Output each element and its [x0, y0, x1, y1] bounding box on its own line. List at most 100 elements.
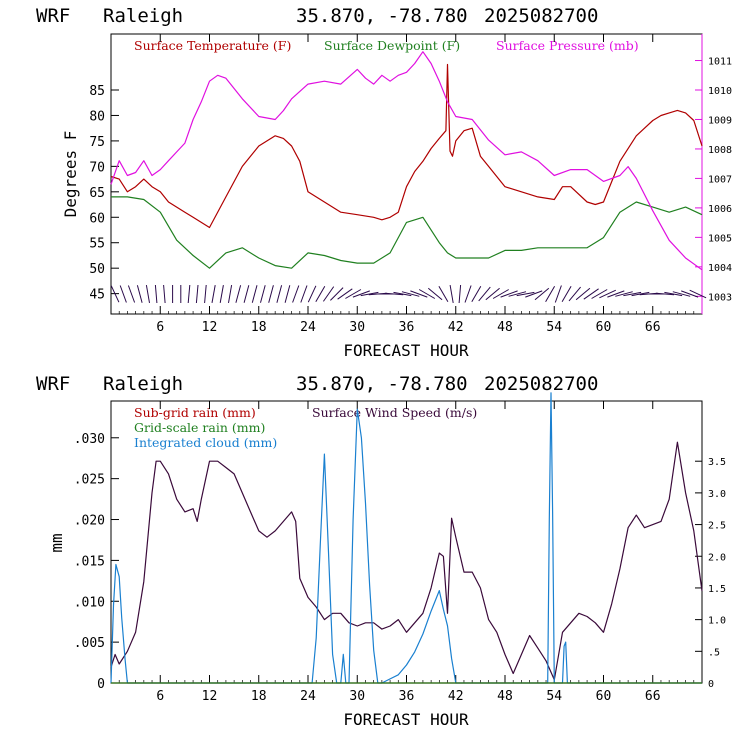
- y-tick-label: 45: [89, 288, 105, 303]
- y-right-tick-label: 1007: [708, 174, 732, 185]
- wind-barb: [492, 289, 509, 299]
- y-right-tick-label: 1011: [708, 57, 732, 68]
- y-right-tick-label: 1006: [708, 204, 732, 215]
- wind-barb: [385, 292, 404, 296]
- x-tick-label: 12: [202, 689, 218, 704]
- series-line-surface-pressure: [110, 51, 703, 271]
- wind-barb: [337, 288, 353, 300]
- y-tick-label: 70: [89, 160, 105, 175]
- wind-barb: [672, 291, 691, 297]
- y-right-tick-label: 1.5: [708, 584, 726, 595]
- top-header-model: WRF: [36, 5, 70, 27]
- y-right-tick-label: 3.0: [708, 489, 726, 500]
- wind-barb: [545, 285, 556, 303]
- wind-barb: [307, 285, 317, 303]
- top-header-init: 2025082700: [484, 5, 598, 27]
- top-axes: 6 12 18 24 30 36 42 48 54 60 66 45 50 55 60 65 70 75 80 85 1…: [89, 34, 732, 335]
- top-header-coords: 35.870, -78.780: [296, 5, 468, 27]
- x-tick-label: 42: [448, 689, 464, 704]
- x-tick-label: 12: [202, 320, 218, 335]
- wind-barb: [300, 285, 308, 303]
- y-right-tick-label: 1008: [708, 145, 732, 156]
- wind-barb: [228, 285, 233, 303]
- y-tick-label: 85: [89, 84, 105, 99]
- wind-barb: [235, 285, 242, 303]
- x-tick-label: 60: [596, 689, 612, 704]
- bottom-header-model: WRF: [36, 373, 70, 395]
- y-tick-label: .010: [74, 595, 105, 610]
- y-tick-label: 50: [89, 262, 105, 277]
- x-tick-label: 66: [645, 689, 661, 704]
- wind-barb: [478, 286, 491, 302]
- top-plot-frame: [110, 33, 703, 315]
- x-tick-label: 6: [156, 320, 164, 335]
- y-tick-label: 80: [89, 109, 105, 124]
- y-tick-label: .025: [74, 473, 105, 488]
- y-right-tick-label: 1009: [708, 115, 732, 126]
- x-tick-label: 60: [596, 320, 612, 335]
- x-tick-label: 36: [399, 320, 415, 335]
- y-tick-label: .005: [74, 636, 105, 651]
- top-x-axis-label: FORECAST HOUR: [343, 341, 469, 360]
- y-right-tick-label: 3.5: [708, 457, 726, 468]
- wind-barb: [664, 291, 683, 297]
- x-tick-label: 36: [399, 689, 415, 704]
- wind-barb: [410, 290, 428, 298]
- legend-surface-temperature: Surface Temperature (F): [134, 38, 291, 53]
- wind-barb: [485, 287, 500, 301]
- wind-barb: [508, 291, 527, 297]
- wind-barb: [438, 285, 449, 303]
- y-tick-label: 55: [89, 237, 105, 252]
- wind-barb: [516, 291, 535, 297]
- bottom-axes: 6 12 18 24 30 36 42 48 54 60 66 0 .005 .010 .015 .020 .0…: [74, 401, 726, 704]
- wind-barb: [292, 285, 300, 303]
- x-tick-label: 6: [156, 689, 164, 704]
- wind-barb: [136, 285, 143, 303]
- x-tick-label: 48: [497, 320, 513, 335]
- x-tick-label: 54: [546, 689, 562, 704]
- wind-barb: [607, 290, 625, 298]
- y-right-tick-label: 1005: [708, 233, 732, 244]
- x-tick-label: 24: [300, 689, 316, 704]
- legend-surface-dewpoint: Surface Dewpoint (F): [324, 38, 460, 53]
- wind-barb: [568, 286, 581, 302]
- x-tick-label: 18: [251, 689, 267, 704]
- wind-barb: [352, 290, 370, 298]
- wind-barb: [500, 290, 518, 298]
- wind-barb: [119, 285, 127, 303]
- legend-subgrid-rain: Sub-grid rain (mm): [134, 405, 256, 420]
- wind-barb: [623, 291, 642, 297]
- y-right-tick-label: 1010: [708, 86, 732, 97]
- y-tick-label: .030: [74, 432, 105, 447]
- wind-barb: [360, 291, 379, 297]
- x-tick-label: 24: [300, 320, 316, 335]
- wind-barb: [393, 291, 412, 297]
- wind-barb: [471, 285, 482, 303]
- wind-barb: [418, 289, 436, 299]
- wind-barb: [276, 285, 283, 303]
- wind-barb: [681, 290, 699, 298]
- wind-barb: [561, 285, 572, 303]
- wind-barb: [260, 285, 266, 303]
- wind-barb: [591, 289, 608, 299]
- top-series: [110, 51, 703, 271]
- legend-surface-pressure: Surface Pressure (mb): [496, 38, 639, 53]
- wind-barb: [401, 291, 420, 297]
- bottom-x-axis-label: FORECAST HOUR: [343, 710, 469, 729]
- series-line-surface-dewpoint: [111, 196, 703, 269]
- x-tick-label: 30: [349, 689, 365, 704]
- bottom-series: [110, 392, 703, 684]
- y-tick-label: 65: [89, 186, 105, 201]
- wind-barbs: [110, 284, 707, 304]
- top-header: WRF Raleigh 35.870, -78.780 2025082700: [36, 5, 598, 27]
- x-tick-label: 30: [349, 320, 365, 335]
- wind-barb: [204, 284, 207, 304]
- wind-barb: [656, 292, 675, 296]
- wind-barb: [534, 287, 550, 301]
- wind-barb: [195, 284, 199, 304]
- wind-barb: [345, 289, 362, 299]
- wind-barb: [163, 284, 166, 304]
- bottom-legend: Sub-grid rain (mm) Grid-scale rain (mm) …: [134, 405, 477, 450]
- wind-barb: [110, 285, 120, 303]
